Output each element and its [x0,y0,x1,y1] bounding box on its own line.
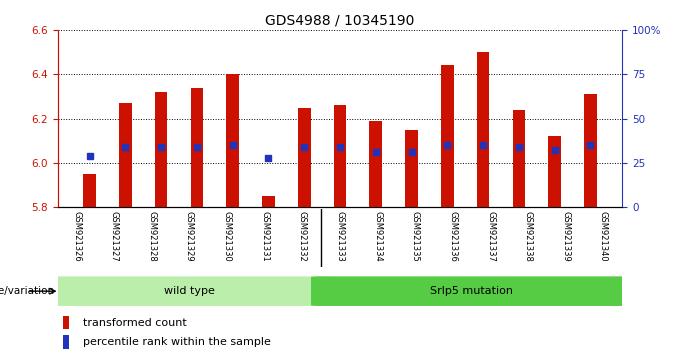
Text: GSM921340: GSM921340 [599,211,608,261]
Text: GSM921328: GSM921328 [148,211,156,261]
Bar [155,92,167,207]
Bar [226,74,239,207]
Bar [298,108,311,207]
Bar [190,87,203,207]
Text: GSM921327: GSM921327 [109,211,119,261]
Text: wild type: wild type [164,286,215,296]
Bar [262,196,275,207]
Text: transformed count: transformed count [83,318,187,327]
Bar [119,103,132,207]
Title: GDS4988 / 10345190: GDS4988 / 10345190 [265,13,415,28]
Text: GSM921334: GSM921334 [373,211,382,261]
Bar [405,130,418,207]
FancyBboxPatch shape [48,276,331,306]
Bar [63,335,69,349]
Bar [548,136,561,207]
Bar [334,105,346,207]
Bar [441,65,454,207]
Text: GSM921332: GSM921332 [298,211,307,261]
Text: genotype/variation: genotype/variation [0,286,55,296]
Text: GSM921338: GSM921338 [524,211,532,262]
Text: GSM921329: GSM921329 [185,211,194,261]
Text: Srlp5 mutation: Srlp5 mutation [430,286,513,296]
Text: GSM921336: GSM921336 [448,211,458,262]
Bar [584,94,596,207]
FancyBboxPatch shape [311,276,632,306]
Text: GSM921326: GSM921326 [72,211,81,261]
Text: percentile rank within the sample: percentile rank within the sample [83,337,271,347]
Text: GSM921335: GSM921335 [411,211,420,261]
Bar [513,110,525,207]
Bar [369,121,382,207]
Text: GSM921331: GSM921331 [260,211,269,261]
Bar [63,316,69,329]
Text: GSM921337: GSM921337 [486,211,495,262]
Bar [477,52,490,207]
Bar [84,174,96,207]
Text: GSM921330: GSM921330 [222,211,232,261]
Text: GSM921333: GSM921333 [335,211,345,262]
Text: GSM921339: GSM921339 [561,211,571,261]
